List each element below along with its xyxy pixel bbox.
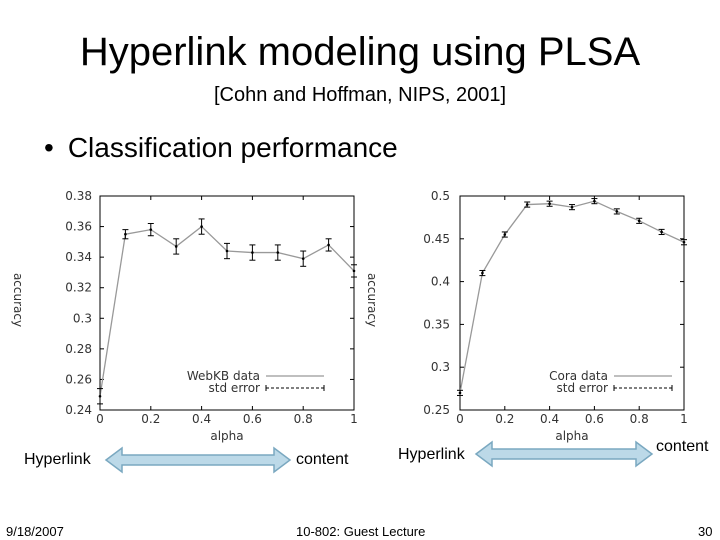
data-point [682, 240, 686, 244]
arrow-1-left-label: Hyperlink [24, 451, 91, 468]
legend-label-data: Cora data [549, 369, 608, 383]
data-point [301, 257, 305, 260]
legend-label-error: std error [209, 381, 261, 395]
x-tick-label: 0 [456, 412, 464, 426]
webkb-chart-svg: 0.24 0.26 0.28 0.3 0.32 0.34 0.36 0.38 0 0.2 0.4 0.… [11, 189, 358, 443]
data-point [98, 394, 102, 398]
plot-frame [99, 195, 355, 411]
legend-label-data: WebKB data [187, 369, 260, 383]
data-point [225, 249, 229, 253]
data-point [570, 205, 574, 209]
data-point [276, 251, 280, 254]
arrow-1-right-label: content [296, 451, 349, 468]
footer-page-number: 30 [698, 524, 713, 539]
x-tick-label: 1 [350, 412, 358, 426]
x-tick-label: 0.6 [585, 412, 604, 426]
data-point [503, 233, 507, 236]
data-point [149, 228, 153, 231]
data-point [458, 391, 462, 395]
x-tick-label: 0.8 [294, 412, 313, 426]
x-tick-label: 0.4 [192, 412, 211, 426]
x-tick-label: 0 [96, 412, 104, 426]
x-tick-label: 0.4 [540, 412, 559, 426]
x-axis-label: alpha [555, 429, 588, 443]
data-point [615, 210, 619, 213]
y-tick-label: 0.24 [65, 403, 92, 417]
y-tick-label: 0.35 [423, 317, 450, 331]
y-tick-label: 0.3 [431, 360, 450, 374]
data-point [251, 251, 254, 254]
double-arrow-1-icon [104, 446, 292, 474]
double-arrow-2-icon [474, 440, 654, 468]
arrow-2-right-label: content [656, 438, 709, 455]
data-point [593, 199, 596, 203]
bullet-item: • Classification performance [44, 132, 398, 164]
y-tick-label: 0.26 [65, 372, 92, 386]
arrow-2-left-label: Hyperlink [398, 446, 465, 463]
data-point [637, 219, 641, 223]
data-point [352, 269, 356, 273]
data-point [124, 232, 127, 236]
x-tick-label: 0.2 [495, 412, 514, 426]
y-tick-label: 0.32 [65, 281, 92, 295]
y-tick-label: 0.28 [65, 342, 92, 356]
x-tick-label: 1 [680, 412, 688, 426]
data-point [548, 202, 551, 206]
x-tick-label: 0.6 [243, 412, 262, 426]
y-tick-label: 0.45 [423, 232, 450, 246]
plot-frame [459, 195, 685, 411]
x-tick-label: 0.2 [141, 412, 160, 426]
data-point [525, 203, 529, 206]
y-tick-label: 0.3 [73, 311, 92, 325]
slide-title: Hyperlink modeling using PLSA [79, 30, 641, 74]
y-axis-label: accuracy [11, 273, 25, 327]
y-tick-label: 0.25 [423, 403, 450, 417]
y-tick-label: 0.36 [65, 220, 92, 234]
y-tick-label: 0.34 [65, 250, 92, 264]
data-point [174, 245, 178, 248]
bullet-dot-icon: • [44, 132, 54, 163]
y-tick-label: 0.5 [431, 189, 450, 203]
cora-accuracy-chart: 0.25 0.3 0.35 0.4 0.45 0.5 0 0.2 0.4 0.6 0.8 1 alpha… [358, 188, 720, 444]
bullet-text: Classification performance [67, 132, 398, 163]
data-point [327, 243, 330, 247]
footer-date: 9/18/2007 [6, 524, 64, 539]
data-point [200, 225, 203, 228]
cora-chart-svg: 0.25 0.3 0.35 0.4 0.45 0.5 0 0.2 0.4 0.6 0.8 1 alpha… [365, 189, 688, 443]
x-tick-label: 0.8 [630, 412, 649, 426]
y-tick-label: 0.38 [65, 189, 92, 203]
webkb-accuracy-chart: 0.24 0.26 0.28 0.3 0.32 0.34 0.36 0.38 0 0.2 0.4 0.… [2, 188, 358, 444]
y-axis-label: accuracy [365, 273, 379, 327]
x-axis-label: alpha [210, 429, 243, 443]
slide-citation: [Cohn and Hoffman, NIPS, 2001] [213, 84, 507, 106]
data-point [481, 271, 484, 275]
data-point [660, 230, 663, 234]
y-tick-label: 0.4 [431, 275, 450, 289]
footer-course: 10-802: Guest Lecture [296, 524, 426, 539]
series-line [459, 200, 685, 393]
legend-label-error: std error [557, 381, 609, 395]
